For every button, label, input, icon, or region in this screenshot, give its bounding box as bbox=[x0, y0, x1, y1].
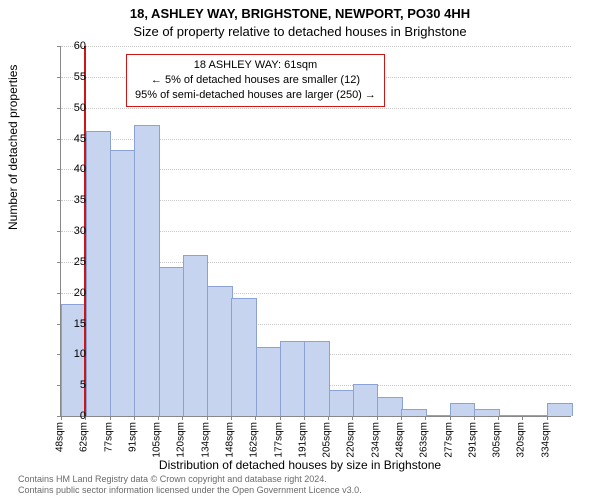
xtick-mark bbox=[328, 416, 329, 420]
histogram-bar bbox=[159, 267, 184, 416]
xtick-mark bbox=[134, 416, 135, 420]
subject-infobox: 18 ASHLEY WAY: 61sqm← 5% of detached hou… bbox=[126, 54, 385, 107]
xtick-mark bbox=[158, 416, 159, 420]
footer-line2: Contains public sector information licen… bbox=[18, 485, 362, 496]
ytick-label: 10 bbox=[56, 348, 86, 360]
ytick-label: 15 bbox=[56, 318, 86, 330]
histogram-bar bbox=[547, 403, 572, 416]
footer-line1: Contains HM Land Registry data © Crown c… bbox=[18, 474, 362, 485]
ytick-label: 0 bbox=[56, 410, 86, 422]
xtick-label: 320sqm bbox=[516, 422, 527, 458]
ytick-label: 45 bbox=[56, 133, 86, 145]
histogram-bar bbox=[231, 298, 256, 416]
histogram-bar bbox=[256, 347, 281, 416]
histogram-bar bbox=[401, 409, 426, 416]
xtick-label: 148sqm bbox=[225, 422, 236, 458]
xtick-mark bbox=[474, 416, 475, 420]
xtick-label: 263sqm bbox=[419, 422, 430, 458]
xtick-label: 220sqm bbox=[346, 422, 357, 458]
histogram-bar bbox=[86, 131, 111, 416]
infobox-line: 18 ASHLEY WAY: 61sqm bbox=[135, 58, 376, 73]
xtick-mark bbox=[425, 416, 426, 420]
ytick-label: 50 bbox=[56, 102, 86, 114]
xtick-label: 191sqm bbox=[297, 422, 308, 458]
xtick-mark bbox=[352, 416, 353, 420]
xtick-label: 248sqm bbox=[395, 422, 406, 458]
chart-title-address: 18, ASHLEY WAY, BRIGHSTONE, NEWPORT, PO3… bbox=[0, 6, 600, 21]
xtick-label: 91sqm bbox=[127, 422, 138, 452]
xtick-label: 334sqm bbox=[540, 422, 551, 458]
xtick-mark bbox=[450, 416, 451, 420]
histogram-bar bbox=[134, 125, 159, 416]
xtick-label: 105sqm bbox=[152, 422, 163, 458]
histogram-bar bbox=[110, 150, 135, 416]
chart-subtitle: Size of property relative to detached ho… bbox=[0, 24, 600, 39]
histogram-bar bbox=[450, 403, 475, 416]
xtick-label: 62sqm bbox=[79, 422, 90, 452]
ytick-label: 30 bbox=[56, 225, 86, 237]
gridline bbox=[61, 108, 571, 109]
xtick-label: 48sqm bbox=[55, 422, 66, 452]
xtick-mark bbox=[255, 416, 256, 420]
xtick-mark bbox=[110, 416, 111, 420]
xtick-label: 234sqm bbox=[370, 422, 381, 458]
xtick-label: 120sqm bbox=[176, 422, 187, 458]
ytick-label: 60 bbox=[56, 40, 86, 52]
x-axis-label: Distribution of detached houses by size … bbox=[0, 458, 600, 472]
xtick-mark bbox=[280, 416, 281, 420]
histogram-bar bbox=[329, 390, 354, 416]
ytick-label: 55 bbox=[56, 71, 86, 83]
xtick-label: 162sqm bbox=[249, 422, 260, 458]
histogram-bar bbox=[304, 341, 329, 416]
histogram-bar bbox=[523, 415, 548, 416]
histogram-bar bbox=[353, 384, 378, 416]
xtick-label: 205sqm bbox=[322, 422, 333, 458]
y-axis-label: Number of detached properties bbox=[6, 65, 20, 230]
ytick-label: 20 bbox=[56, 287, 86, 299]
xtick-mark bbox=[547, 416, 548, 420]
xtick-mark bbox=[182, 416, 183, 420]
xtick-mark bbox=[401, 416, 402, 420]
histogram-bar bbox=[474, 409, 499, 416]
ytick-label: 40 bbox=[56, 163, 86, 175]
xtick-mark bbox=[522, 416, 523, 420]
xtick-label: 305sqm bbox=[492, 422, 503, 458]
ytick-label: 35 bbox=[56, 194, 86, 206]
gridline bbox=[61, 46, 571, 47]
ytick-label: 5 bbox=[56, 379, 86, 391]
xtick-mark bbox=[377, 416, 378, 420]
xtick-label: 277sqm bbox=[443, 422, 454, 458]
histogram-bar bbox=[280, 341, 305, 416]
xtick-label: 77sqm bbox=[103, 422, 114, 452]
histogram-bar bbox=[207, 286, 232, 417]
xtick-mark bbox=[498, 416, 499, 420]
xtick-label: 134sqm bbox=[200, 422, 211, 458]
histogram-bar bbox=[183, 255, 208, 416]
xtick-label: 291sqm bbox=[467, 422, 478, 458]
histogram-bar bbox=[377, 397, 402, 417]
histogram-bar bbox=[426, 415, 451, 416]
xtick-mark bbox=[207, 416, 208, 420]
xtick-mark bbox=[304, 416, 305, 420]
xtick-label: 177sqm bbox=[273, 422, 284, 458]
histogram-bar bbox=[499, 415, 524, 416]
xtick-mark bbox=[231, 416, 232, 420]
infobox-line: 95% of semi-detached houses are larger (… bbox=[135, 88, 376, 103]
footer-attribution: Contains HM Land Registry data © Crown c… bbox=[18, 474, 362, 496]
infobox-line: ← 5% of detached houses are smaller (12) bbox=[135, 73, 376, 88]
ytick-label: 25 bbox=[56, 256, 86, 268]
